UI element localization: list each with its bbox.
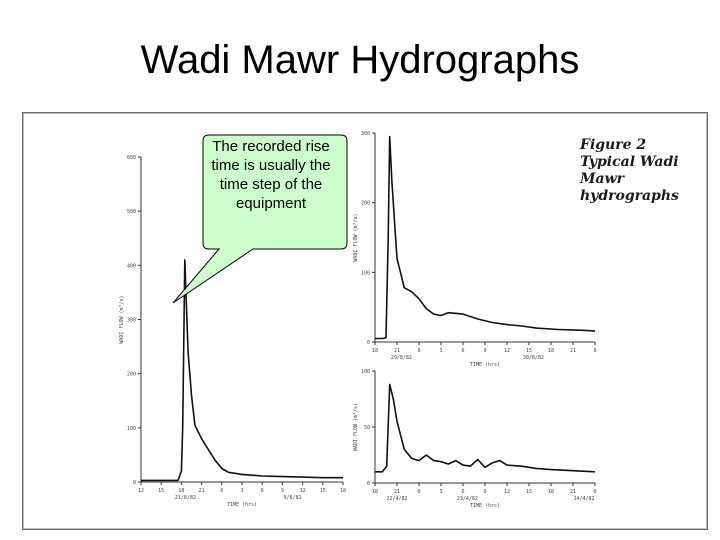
series-line	[375, 135, 596, 340]
callout-shape-path	[172, 134, 348, 304]
x-tick-label: 0	[417, 348, 420, 354]
x-tick-label: 12	[504, 348, 510, 354]
y-tick-label: 0	[367, 340, 370, 346]
x-tick-label: 15	[158, 488, 164, 494]
callout-text: The recorded rise time is usually the ti…	[211, 138, 331, 212]
x-axis-label: TIME (hrs)	[470, 503, 500, 509]
x-tick-label: 9	[281, 488, 284, 494]
date-label: 24/4/82	[573, 496, 594, 502]
y-tick-label: 600	[127, 155, 136, 161]
x-tick-label: 9	[483, 489, 486, 495]
y-tick-label: 200	[127, 372, 136, 378]
x-tick-label: 12	[300, 488, 306, 494]
date-label: 23/4/82	[457, 496, 478, 502]
x-tick-label: 21	[199, 488, 205, 494]
y-tick-label: 50	[364, 425, 370, 431]
y-tick-label: 0	[133, 480, 136, 486]
x-tick-label: 21	[570, 348, 576, 354]
date-label: 30/8/82	[523, 355, 544, 361]
x-axis-label: TIME (hrs)	[227, 502, 257, 508]
x-tick-label: 18	[340, 488, 346, 494]
y-tick-label: 500	[127, 209, 136, 215]
y-tick-label: 400	[127, 263, 136, 269]
x-tick-label: 18	[372, 489, 378, 495]
x-tick-label: 12	[504, 489, 510, 495]
series-line	[141, 259, 343, 482]
figure-caption-line: Typical Wadi	[580, 154, 679, 170]
y-tick-label: 200	[361, 201, 370, 207]
date-label: 29/8/82	[391, 355, 412, 361]
x-tick-label: 18	[178, 488, 184, 494]
x-tick-label: 0	[220, 488, 223, 494]
y-tick-label: 100	[361, 369, 370, 375]
date-label: 21/8/82	[175, 495, 196, 501]
x-tick-label: 21	[570, 489, 576, 495]
figure-caption-line: hydrographs	[580, 188, 679, 204]
x-tick-label: 9	[483, 348, 486, 354]
date-label: 22/4/82	[386, 496, 407, 502]
y-tick-label: 100	[127, 426, 136, 432]
series-line	[375, 383, 596, 473]
x-tick-label: 15	[526, 348, 532, 354]
y-tick-label: 0	[367, 481, 370, 487]
x-tick-label: 3	[439, 348, 442, 354]
scanned-figure: 0 100 200 300 400 500 600 12 15 18 21 0 3 6 9 12 15 18 21/…	[22, 112, 708, 530]
x-tick-label: 6	[461, 348, 464, 354]
x-tick-label: 15	[320, 488, 326, 494]
x-tick-label: 3	[439, 489, 442, 495]
x-tick-label: 0	[593, 348, 596, 354]
hydrograph-top-right: 0 100 200 300 18 21 0 3 6 9 12 15 18 21 0 29/8/82 30/8/8…	[353, 131, 597, 368]
figure-caption-line: Mawr	[580, 171, 624, 187]
x-axis-label: TIME (hrs)	[470, 362, 500, 368]
callout-bubble	[172, 134, 348, 304]
date-label: 9/8/82	[283, 495, 301, 501]
y-axis-label: WADI FLOW (m³/s)	[353, 403, 359, 451]
figure-caption: Figure 2 Typical Wadi Mawr hydrographs	[580, 137, 700, 205]
y-tick-label: 100	[361, 270, 370, 276]
x-tick-label: 21	[394, 348, 400, 354]
x-tick-label: 6	[261, 488, 264, 494]
y-axis-label: WADI FLOW (m³/s)	[353, 213, 359, 261]
x-tick-label: 0	[417, 489, 420, 495]
x-tick-label: 18	[548, 348, 554, 354]
y-tick-label: 300	[361, 131, 370, 137]
x-tick-label: 15	[526, 489, 532, 495]
y-axis-label: WADI FLOW (m³/s)	[119, 295, 125, 343]
figure-caption-line: Figure 2	[580, 137, 647, 153]
hydrograph-bottom-right: 0 50 100 18 21 0 3 6 9 12 15 18 21 0 22/4/82 23/4/82 24/…	[353, 369, 597, 509]
x-tick-label: 12	[138, 488, 144, 494]
x-tick-label: 21	[394, 489, 400, 495]
x-tick-label: 6	[461, 489, 464, 495]
x-tick-label: 0	[593, 489, 596, 495]
x-tick-label: 18	[372, 348, 378, 354]
x-tick-label: 18	[548, 489, 554, 495]
y-tick-label: 300	[127, 318, 136, 324]
slide-title: Wadi Mawr Hydrographs	[140, 38, 580, 82]
x-tick-label: 3	[240, 488, 243, 494]
